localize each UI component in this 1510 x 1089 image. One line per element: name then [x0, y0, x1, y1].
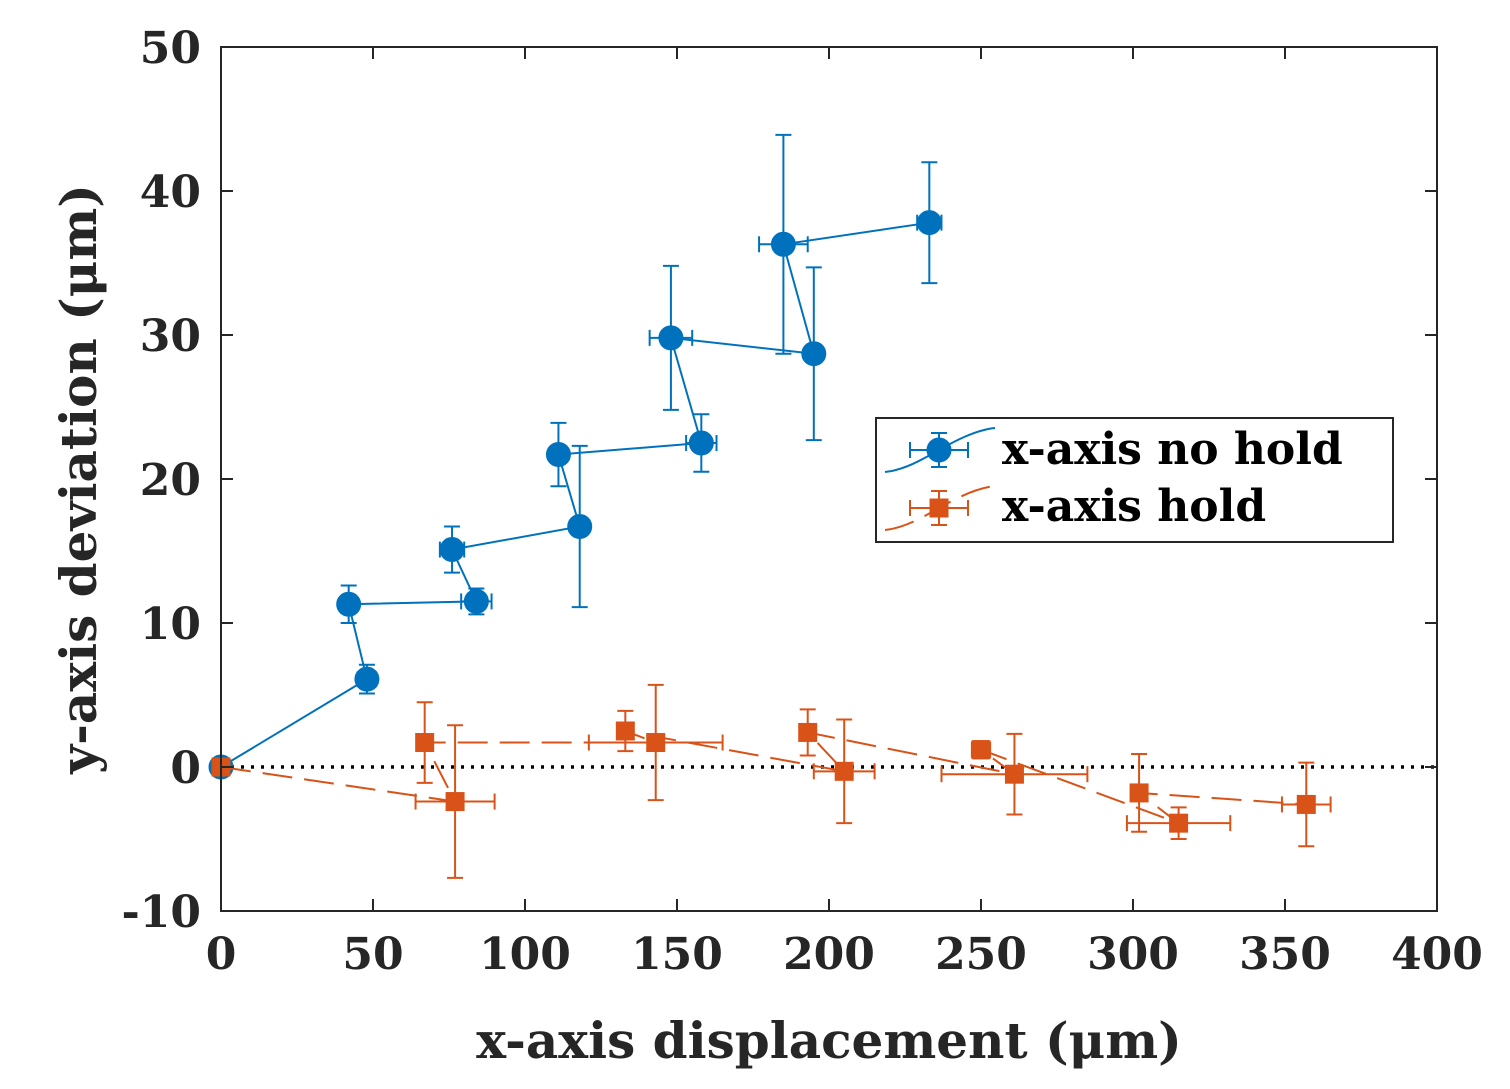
x-tick-label: 250	[935, 929, 1027, 980]
y-tick-label: 40	[140, 167, 201, 218]
data-point	[615, 721, 635, 741]
data-point	[688, 430, 714, 456]
series-line	[220, 221, 930, 768]
data-point	[1169, 813, 1189, 833]
data-point	[801, 341, 827, 367]
x-tick-label: 350	[1239, 929, 1331, 980]
data-point	[971, 740, 991, 760]
legend-label-no-hold: x-axis no hold	[1002, 424, 1343, 475]
legend-samples	[884, 427, 996, 531]
series-x-axis-hold	[211, 683, 1332, 879]
data-point	[658, 325, 684, 351]
x-tick-label: 300	[1087, 929, 1179, 980]
data-point	[545, 442, 571, 468]
data-point	[1296, 794, 1316, 814]
x-tick-label: 100	[479, 929, 571, 980]
data-point	[916, 210, 942, 236]
data-point	[834, 761, 854, 781]
data-point	[567, 514, 593, 540]
axes-ticks	[220, 46, 1438, 912]
series-x-axis-no-hold	[208, 133, 943, 780]
y-tick-label: 10	[140, 599, 201, 650]
data-point	[439, 537, 465, 563]
y-tick-label: 30	[140, 311, 201, 362]
data-point	[336, 591, 362, 617]
data-point	[770, 231, 796, 257]
legend: x-axis no hold x-axis hold	[875, 417, 1394, 543]
legend-marker	[926, 437, 952, 463]
data-point	[646, 733, 666, 753]
y-tick-label: 50	[140, 23, 201, 74]
y-axis-title: y-axis deviation (μm)	[49, 184, 108, 775]
data-point	[354, 666, 380, 692]
data-point	[1004, 764, 1024, 784]
x-tick-label: 200	[783, 929, 875, 980]
x-tick-label: 0	[206, 929, 237, 980]
x-axis-title: x-axis displacement (μm)	[476, 1011, 1182, 1070]
x-tick-label: 400	[1391, 929, 1483, 980]
data-point	[1129, 783, 1149, 803]
legend-marker	[929, 498, 949, 518]
x-tick-label: 50	[342, 929, 403, 980]
data-point	[415, 733, 435, 753]
data-point	[445, 792, 465, 812]
data-point	[463, 588, 489, 614]
y-tick-label: 0	[170, 743, 201, 794]
y-tick-label: 20	[140, 455, 201, 506]
plot-area	[208, 133, 1437, 879]
data-point	[798, 722, 818, 742]
legend-label-hold: x-axis hold	[1002, 481, 1266, 532]
x-tick-label: 150	[631, 929, 723, 980]
y-tick-label: -10	[122, 887, 202, 938]
